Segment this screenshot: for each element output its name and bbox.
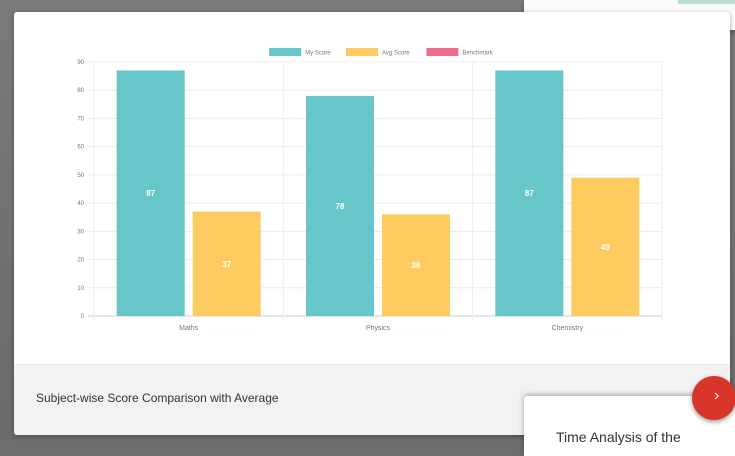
y-tick-label: 20 <box>77 258 84 264</box>
bar-value-label: 49 <box>601 243 610 252</box>
bar-avg-score <box>571 177 640 316</box>
bar-my-score <box>306 95 374 316</box>
labels: 0 10 20 30 40 50 60 70 80 90 87 37 Maths 78 36 Physics 8… <box>77 60 610 332</box>
x-category-label: Chemistry <box>552 325 584 332</box>
x-category-label: Maths <box>179 325 199 332</box>
y-tick-label: 60 <box>77 145 84 151</box>
legend-swatch <box>426 48 459 56</box>
legend-label: Benchmark <box>462 51 493 57</box>
y-tick-label: 50 <box>77 173 84 179</box>
bar-value-label: 87 <box>146 189 155 198</box>
y-tick-label: 0 <box>81 314 85 320</box>
bar-chart: My Score Avg Score Benchmark 0 10 20 30 40 50 60… <box>77 48 663 332</box>
bar-my-score <box>495 70 564 316</box>
bar-avg-score <box>382 214 450 316</box>
y-tick-label: 30 <box>77 229 84 235</box>
legend-label: My Score <box>305 51 331 57</box>
legend: My Score Avg Score Benchmark <box>269 48 494 57</box>
bar-my-score <box>116 70 185 316</box>
y-tick-label: 70 <box>77 116 84 122</box>
chart-caption: Subject-wise Score Comparison with Avera… <box>36 391 279 405</box>
bars <box>116 70 640 316</box>
y-tick-label: 40 <box>77 201 84 207</box>
bar-value-label: 36 <box>412 261 421 270</box>
legend-swatch <box>269 48 302 56</box>
top-card-accent <box>678 0 735 4</box>
time-analysis-title: Time Analysis of the <box>556 429 681 445</box>
x-category-label: Physics <box>366 325 391 332</box>
bar-value-label: 37 <box>222 260 231 269</box>
chevron-right-icon: › <box>714 387 720 404</box>
next-button[interactable]: › <box>692 376 735 420</box>
bar-value-label: 78 <box>336 202 345 211</box>
bar-value-label: 87 <box>525 189 534 198</box>
chart-area: My Score Avg Score Benchmark 0 10 20 30 40 50 60… <box>14 12 730 364</box>
y-tick-label: 80 <box>77 88 84 94</box>
legend-label: Avg Score <box>382 51 410 57</box>
score-comparison-card: My Score Avg Score Benchmark 0 10 20 30 40 50 60… <box>14 12 730 435</box>
bar-avg-score <box>192 211 261 316</box>
legend-swatch <box>346 48 378 56</box>
y-tick-label: 10 <box>77 286 84 292</box>
y-tick-label: 90 <box>77 60 84 66</box>
